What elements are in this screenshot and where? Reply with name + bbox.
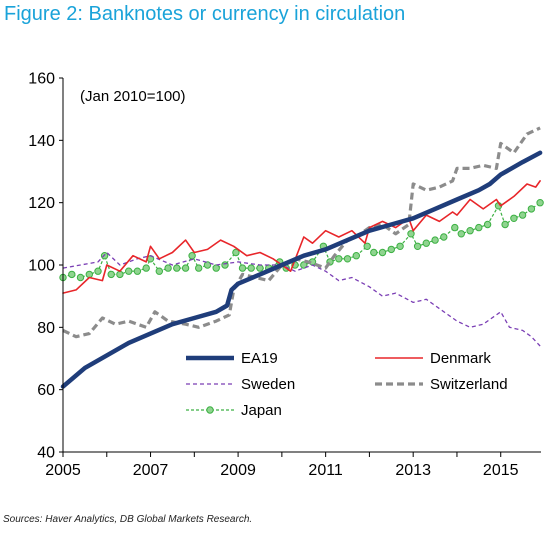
legend-label-denmark: Denmark (430, 350, 491, 367)
legend-label-switzerland: Switzerland (430, 376, 508, 393)
japan-marker (501, 220, 509, 229)
x-tick-label: 2007 (133, 462, 169, 479)
japan-marker (352, 252, 360, 260)
japan-marker (407, 230, 415, 238)
japan-marker (94, 267, 102, 275)
japan-marker (378, 248, 387, 257)
legend-label-ea19: EA19 (241, 350, 278, 367)
japan-marker (221, 261, 229, 269)
x-tick-label: 2015 (483, 462, 519, 479)
japan-marker (527, 205, 536, 213)
y-tick-label: 80 (37, 320, 55, 337)
x-tick-label: 2005 (45, 462, 81, 479)
japan-marker (510, 214, 518, 223)
japan-marker (440, 233, 448, 241)
japan-marker (396, 242, 404, 251)
chart-annotation: (Jan 2010=100) (80, 88, 186, 105)
y-tick-label: 40 (37, 445, 55, 462)
japan-marker (155, 267, 164, 275)
series-line-switzerland (62, 126, 541, 339)
legend-label-japan: Japan (241, 402, 282, 419)
japan-marker (188, 252, 196, 260)
source-note: Sources: Haver Analytics, DB Global Mark… (3, 514, 253, 525)
series-line-denmark (62, 180, 541, 294)
japan-marker (475, 223, 483, 232)
japan-marker (413, 242, 422, 251)
y-tick-label: 100 (28, 258, 55, 275)
plot-lines (59, 126, 544, 389)
japan-marker (116, 270, 124, 279)
japan-marker (256, 264, 264, 272)
japan-marker (422, 239, 430, 247)
japan-marker (300, 261, 308, 269)
japan-marker (536, 199, 544, 207)
legend-label-sweden: Sweden (241, 376, 295, 393)
axes: 40 60 80 100 120 140 160 2005 2007 2009 2011 2013 20… (28, 71, 541, 479)
y-tick-label: 60 (37, 382, 55, 399)
japan-marker (238, 264, 247, 272)
japan-marker (133, 267, 142, 275)
legend: EA19 Denmark Sweden Switzerland Japan (186, 350, 508, 419)
japan-marker (125, 267, 133, 275)
japan-marker (431, 236, 439, 244)
legend-marker-japan (206, 406, 214, 414)
japan-marker (164, 264, 172, 272)
y-tick-label: 160 (28, 71, 55, 88)
x-tick-label: 2013 (395, 462, 431, 479)
japan-marker (107, 270, 115, 279)
japan-marker (483, 220, 492, 229)
y-tick-label: 140 (28, 133, 55, 150)
japan-marker (363, 242, 371, 251)
japan-marker (466, 227, 474, 235)
japan-marker (370, 248, 378, 257)
x-tick-label: 2009 (220, 462, 256, 479)
japan-marker (387, 245, 395, 254)
japan-marker (247, 264, 255, 272)
japan-marker (181, 264, 190, 272)
japan-marker (343, 255, 352, 263)
japan-marker (76, 273, 85, 282)
japan-marker (173, 264, 181, 272)
japan-marker (518, 211, 527, 219)
japan-marker (451, 223, 459, 232)
japan-marker (335, 255, 343, 263)
japan-marker (195, 264, 203, 272)
japan-marker (142, 264, 150, 272)
x-tick-label: 2011 (308, 462, 343, 479)
figure-title: Figure 2: Banknotes or currency in circu… (4, 3, 406, 25)
japan-marker (68, 270, 76, 279)
japan-marker (457, 230, 465, 238)
japan-marker (212, 264, 220, 272)
y-tick-label: 120 (28, 195, 55, 212)
japan-marker (232, 248, 240, 257)
series-line-ea19 (60, 150, 543, 389)
japan-marker (203, 261, 212, 269)
japan-marker (85, 270, 94, 279)
